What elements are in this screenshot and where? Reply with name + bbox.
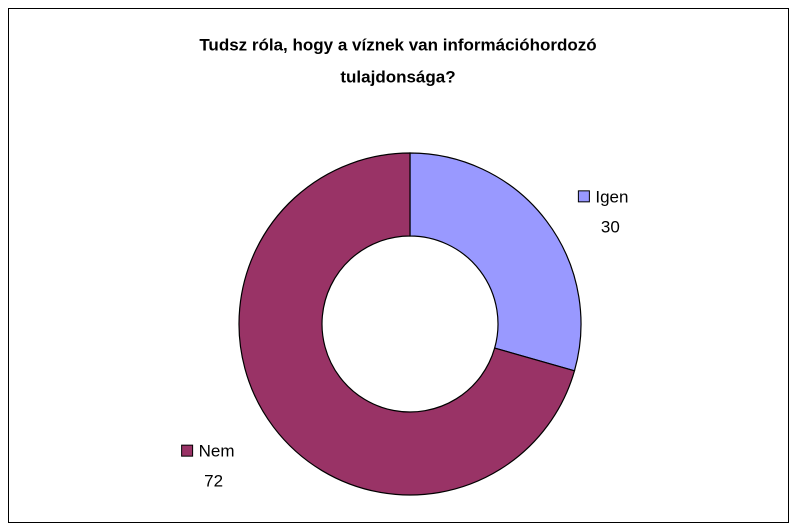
category-label: Nem	[199, 442, 235, 461]
chart-title: Tudsz róla, hogy a víznek van információ…	[199, 35, 596, 54]
value-label: 30	[601, 217, 620, 236]
value-label: 72	[204, 472, 223, 491]
chart-border	[8, 8, 789, 523]
donut-slice	[238, 152, 576, 496]
legend-key	[577, 190, 590, 203]
legend-key	[181, 444, 194, 457]
donut-slice	[409, 152, 582, 372]
category-label: Igen	[595, 187, 628, 206]
chart-title: tulajdonsága?	[340, 67, 455, 86]
